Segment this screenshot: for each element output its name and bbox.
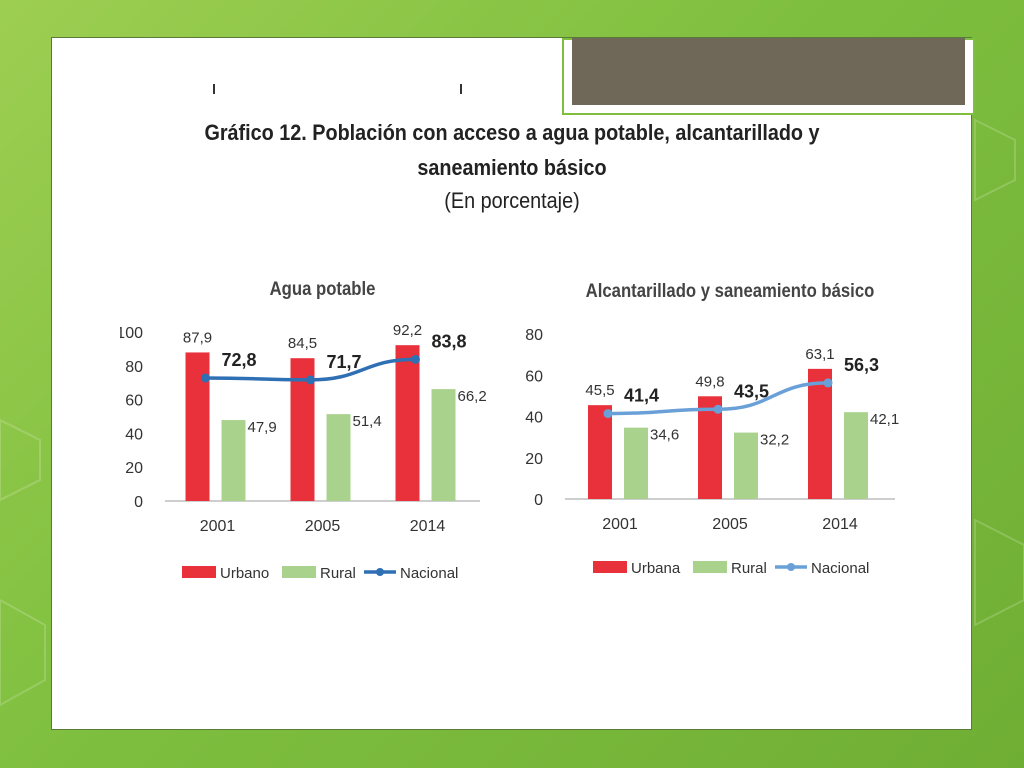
text-remnant-mark [213,84,215,94]
data-label-nacional: 56,3 [844,355,879,375]
legend-label-nacional: Nacional [400,565,458,582]
legend-marker-nacional [787,563,795,571]
data-label-nacional: 71,7 [327,352,362,372]
x-tick-label: 2005 [712,516,748,533]
y-tick-label: 100 [120,325,143,342]
bar-rural [624,427,648,499]
legend-swatch-urban [182,566,216,578]
line-point-nacional [713,404,723,414]
y-tick-label: 80 [525,327,543,344]
data-label-rural: 66,2 [458,388,487,405]
title-placeholder-box [562,38,975,115]
bar-urban [588,405,612,499]
bar-rural [431,389,456,501]
data-label-nacional: 83,8 [432,331,467,351]
x-tick-label: 2005 [305,518,341,535]
data-label-urban: 87,9 [183,329,212,346]
chart-agua-potable: Agua potable 0 20 40 60 80 100 87,9 47,9 2001 84,5… [120,278,487,582]
y-tick-label: 0 [534,492,543,509]
data-label-urban: 49,8 [695,373,724,390]
data-label-rural: 32,2 [760,432,789,449]
line-point-nacional [201,373,210,383]
legend-swatch-rural [693,561,727,573]
legend-label-urban: Urbano [220,565,269,582]
legend-marker-nacional [376,568,384,576]
y-tick-label: 80 [125,359,143,376]
x-tick-label: 2014 [410,518,446,535]
chart-title: Agua potable [270,278,376,299]
line-point-nacional [823,378,833,388]
data-label-rural: 42,1 [870,411,899,428]
bar-rural [844,412,868,499]
y-tick-label: 20 [525,451,543,468]
data-label-rural: 47,9 [248,419,277,436]
data-label-urban: 45,5 [585,382,614,399]
data-label-urban: 84,5 [288,335,317,352]
data-label-urban: 92,2 [393,322,422,339]
bar-rural [221,420,246,501]
x-tick-label: 2001 [602,516,638,533]
x-tick-label: 2014 [822,516,858,533]
y-tick-label: 60 [125,393,143,410]
bar-urban [395,345,420,501]
data-label-rural: 34,6 [650,427,679,444]
bar-rural [734,432,758,499]
figure-title-line2: saneamiento básico [417,155,607,180]
data-label-nacional: 41,4 [624,386,659,406]
x-tick-label: 2001 [200,518,236,535]
data-label-nacional: 43,5 [734,381,769,401]
bar-urban [808,368,832,499]
y-tick-label: 60 [525,368,543,385]
data-label-urban: 63,1 [805,346,834,363]
legend-swatch-rural [282,566,316,578]
legend-label-rural: Rural [320,565,356,582]
y-tick-label: 40 [125,426,143,443]
data-label-nacional: 72,8 [222,350,257,370]
figure-subtitle: (En porcentaje) [444,188,580,213]
y-tick-label: 0 [134,494,143,511]
y-tick-label: 20 [125,460,143,477]
legend-label-urban: Urbana [631,560,681,577]
chart-title: Alcantarillado y saneamiento básico [586,280,875,301]
text-remnant-mark [460,84,462,94]
legend-swatch-urban [593,561,627,573]
title-placeholder-fill [572,38,965,105]
figure-title-line1: Gráfico 12. Población con acceso a agua … [204,120,820,145]
line-point-nacional [411,354,420,364]
line-point-nacional [603,409,613,419]
legend-label-rural: Rural [731,560,767,577]
data-label-rural: 51,4 [353,413,382,430]
line-point-nacional [306,375,315,385]
y-tick-label: 40 [525,410,543,427]
bar-rural [326,414,351,501]
legend-label-nacional: Nacional [811,560,869,577]
chart-alcantarillado: Alcantarillado y saneamiento básico 0 20 40… [525,280,899,577]
